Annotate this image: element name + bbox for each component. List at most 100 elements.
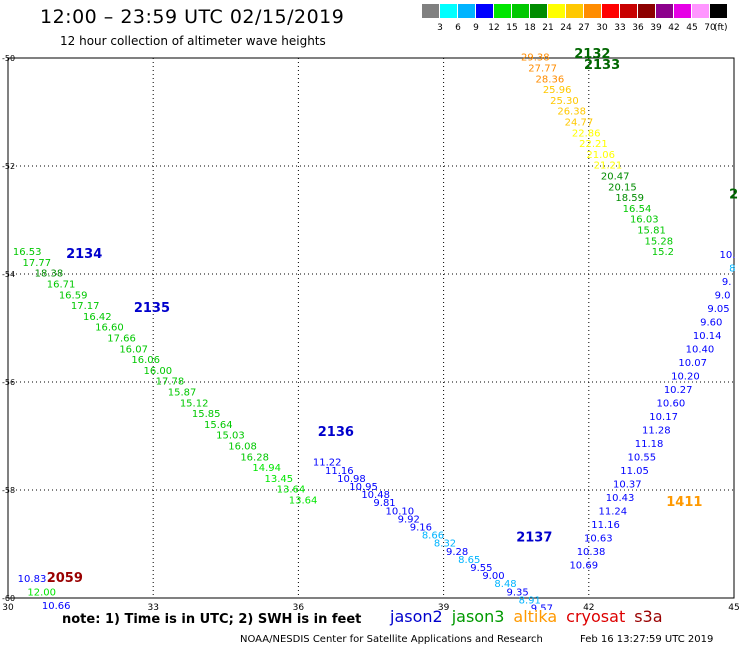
swh-value: 16.59 bbox=[59, 290, 88, 301]
swh-value: 16.60 bbox=[95, 323, 124, 334]
swh-value: 16.28 bbox=[240, 452, 269, 463]
swh-value: 15.64 bbox=[204, 420, 233, 431]
swh-value: 10.66 bbox=[42, 601, 71, 610]
swh-value: 10.63 bbox=[584, 533, 613, 544]
chart-title: 12:00 – 23:59 UTC 02/15/2019 bbox=[40, 6, 345, 28]
legend-swatch bbox=[620, 4, 637, 18]
legend-label: 24 bbox=[560, 23, 572, 33]
swh-value: 21.21 bbox=[594, 161, 623, 172]
legend-label: 30 bbox=[596, 23, 608, 33]
legend-swatch bbox=[584, 4, 601, 18]
swh-value: 9. bbox=[722, 277, 732, 288]
swh-value: 10.40 bbox=[686, 344, 715, 355]
track-label: 2059 bbox=[47, 571, 83, 586]
swh-value: 13.64 bbox=[277, 485, 306, 496]
footer-note: note: 1) Time is in UTC; 2) SWH is in fe… bbox=[62, 612, 362, 627]
swh-value: 10.10 bbox=[386, 506, 415, 517]
swh-value: 25.96 bbox=[543, 85, 572, 96]
x-tick-label: 33 bbox=[147, 603, 158, 610]
legend-swatch bbox=[458, 4, 475, 18]
swh-value: 15.12 bbox=[180, 398, 209, 409]
timestamp: Feb 16 13:27:59 UTC 2019 bbox=[580, 634, 714, 645]
swh-value: 9.0 bbox=[715, 290, 731, 301]
swh-value: 10.14 bbox=[693, 331, 722, 342]
swh-value: 10.20 bbox=[671, 371, 700, 382]
swh-value: 22.86 bbox=[572, 128, 601, 139]
swh-value: 29.38 bbox=[521, 53, 550, 64]
legend-swatch bbox=[566, 4, 583, 18]
swh-value: 16.03 bbox=[630, 215, 659, 226]
swh-value: 11.16 bbox=[591, 520, 620, 531]
swh-value: 10. bbox=[719, 250, 735, 261]
swh-value: 10.48 bbox=[361, 490, 390, 501]
y-tick-label: -58 bbox=[2, 486, 15, 495]
track-label: 2137 bbox=[516, 530, 552, 545]
legend-swatch bbox=[602, 4, 619, 18]
y-tick-label: -52 bbox=[2, 162, 15, 171]
swh-value: 10.43 bbox=[606, 493, 635, 504]
swh-value: 15.87 bbox=[168, 388, 197, 399]
swh-value: 18.38 bbox=[35, 269, 64, 280]
y-tick-label: -54 bbox=[2, 270, 15, 279]
swh-value: 9.05 bbox=[707, 304, 729, 315]
swh-value: 15.85 bbox=[192, 409, 221, 420]
swh-value: 16.06 bbox=[131, 355, 160, 366]
track-label: 2132 bbox=[574, 47, 610, 62]
satellite-s3a: s3a bbox=[634, 607, 663, 626]
swh-value: 8.65 bbox=[458, 555, 480, 566]
swh-value: 17.17 bbox=[71, 301, 100, 312]
swh-value: 9.28 bbox=[446, 547, 468, 558]
swh-value: 9.00 bbox=[482, 571, 504, 582]
legend-swatch bbox=[692, 4, 709, 18]
plot-frame bbox=[7, 57, 735, 599]
swh-value: 18.59 bbox=[615, 193, 644, 204]
swh-value: 11.05 bbox=[620, 466, 649, 477]
satellite-jason3: jason3 bbox=[451, 607, 505, 626]
swh-value: 16.54 bbox=[623, 204, 652, 215]
legend-swatch bbox=[494, 4, 511, 18]
swh-value: 8.48 bbox=[494, 579, 516, 590]
swh-value: 10.27 bbox=[664, 385, 693, 396]
satellite-cryosat: cryosat bbox=[566, 607, 626, 626]
swh-value: 21.06 bbox=[586, 150, 615, 161]
x-tick-label: 42 bbox=[583, 603, 594, 610]
swh-value: 20.47 bbox=[601, 172, 630, 183]
swh-value: 8 bbox=[729, 263, 735, 274]
swh-value: 9.16 bbox=[410, 523, 432, 534]
swh-value: 16.07 bbox=[119, 344, 148, 355]
swh-value: 10.17 bbox=[649, 412, 678, 423]
legend-unit: (ft) bbox=[714, 23, 728, 33]
legend-label: 21 bbox=[542, 23, 554, 33]
satellite-altika: altika bbox=[513, 607, 558, 626]
swh-value: 15.2 bbox=[652, 247, 674, 258]
track-label: 1411 bbox=[666, 495, 702, 510]
legend-label: 39 bbox=[650, 23, 662, 33]
swh-value: 11.18 bbox=[635, 439, 664, 450]
swh-value: 9.81 bbox=[373, 498, 395, 509]
swh-value: 16.53 bbox=[13, 247, 42, 258]
swh-value: 24.77 bbox=[565, 118, 594, 129]
legend-swatch bbox=[710, 4, 727, 18]
legend-swatch bbox=[530, 4, 547, 18]
legend-label: 27 bbox=[578, 23, 590, 33]
swh-value: 15.81 bbox=[637, 226, 666, 237]
swh-value: 14.94 bbox=[252, 463, 281, 474]
swh-value: 10.55 bbox=[628, 452, 657, 463]
legend-swatch bbox=[638, 4, 655, 18]
y-tick-label: -50 bbox=[2, 54, 15, 63]
legend-label: 42 bbox=[668, 23, 680, 33]
legend-swatch bbox=[512, 4, 529, 18]
swh-value: 13.64 bbox=[289, 496, 318, 507]
swh-value: 15.03 bbox=[216, 431, 245, 442]
swh-value: 15.28 bbox=[644, 236, 673, 247]
swh-value: 8.32 bbox=[434, 539, 456, 550]
swh-value: 16.42 bbox=[83, 312, 112, 323]
credit-line: NOAA/NESDIS Center for Satellite Applica… bbox=[240, 634, 543, 645]
swh-value: 28.36 bbox=[536, 74, 565, 85]
swh-value: 25.30 bbox=[550, 96, 579, 107]
swh-value: 9.35 bbox=[507, 587, 529, 598]
track-label: 2135 bbox=[134, 301, 170, 316]
swh-value: 10.60 bbox=[657, 398, 686, 409]
legend-label: 70 bbox=[704, 23, 716, 33]
legend-label: 36 bbox=[632, 23, 644, 33]
